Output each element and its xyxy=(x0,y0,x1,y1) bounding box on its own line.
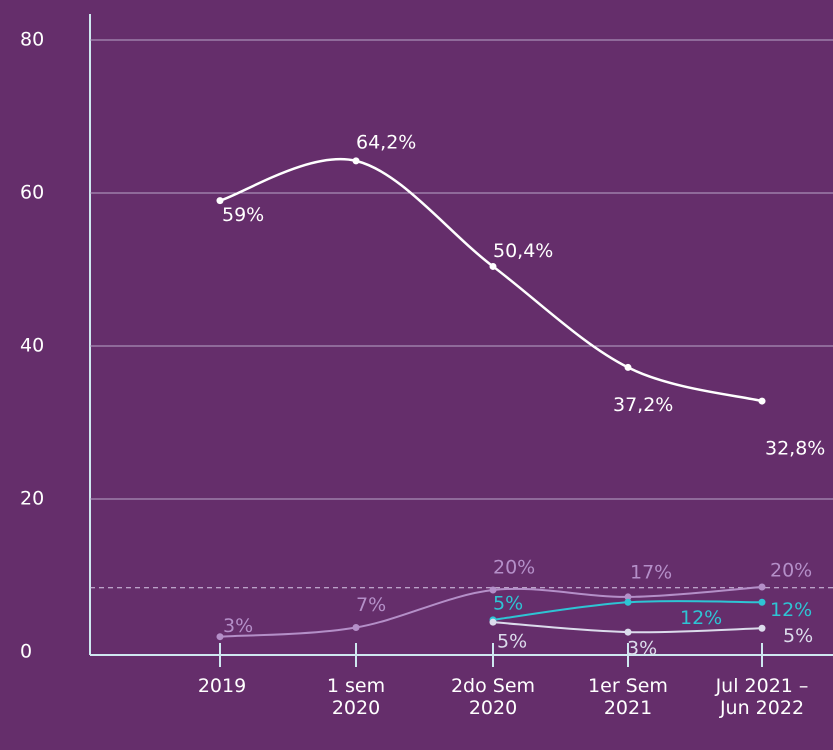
x-tick-label: 1er Sem 2021 xyxy=(588,675,668,719)
data-label: 12% xyxy=(680,607,722,629)
data-point xyxy=(624,363,632,371)
data-label: 3% xyxy=(223,615,253,637)
data-label: 20% xyxy=(770,559,812,581)
x-tick-label: 2019 xyxy=(198,675,246,697)
y-tick-label: 0 xyxy=(20,641,32,663)
data-label: 5% xyxy=(783,625,813,647)
data-label: 7% xyxy=(356,594,386,616)
data-label: 5% xyxy=(493,592,523,614)
data-label: 12% xyxy=(770,599,812,621)
x-tick-label: 2do Sem 2020 xyxy=(451,675,535,719)
data-label: 37,2% xyxy=(613,394,673,416)
data-point xyxy=(758,598,766,606)
x-tick-label: Jul 2021 – Jun 2022 xyxy=(715,675,809,719)
data-label: 64,2% xyxy=(356,131,416,153)
data-label: 17% xyxy=(630,561,672,583)
data-label: 5% xyxy=(497,631,527,653)
data-point xyxy=(216,633,224,641)
data-label: 59% xyxy=(222,204,264,226)
data-point xyxy=(352,624,360,632)
data-label: 50,4% xyxy=(493,240,553,262)
data-point xyxy=(489,618,497,626)
data-point xyxy=(624,598,632,606)
data-label: 20% xyxy=(493,557,535,579)
data-point xyxy=(352,157,360,165)
data-point xyxy=(624,628,632,636)
data-point xyxy=(758,583,766,591)
y-tick-label: 20 xyxy=(20,488,44,510)
x-tick-label: 1 sem 2020 xyxy=(327,675,385,719)
data-label: 3% xyxy=(627,638,657,660)
y-tick-label: 40 xyxy=(20,335,44,357)
data-point xyxy=(489,586,497,594)
data-point xyxy=(758,624,766,632)
data-point xyxy=(624,593,632,601)
data-point xyxy=(216,197,224,205)
data-label: 32,8% xyxy=(765,438,825,460)
data-point xyxy=(489,262,497,270)
y-tick-label: 60 xyxy=(20,182,44,204)
y-tick-label: 80 xyxy=(20,29,44,51)
data-point xyxy=(758,397,766,405)
